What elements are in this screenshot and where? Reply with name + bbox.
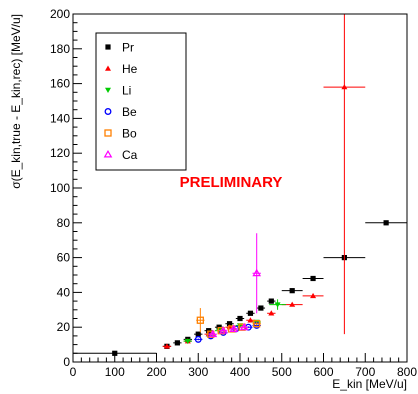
legend-marker — [104, 108, 112, 115]
x-tick-label: 800 — [397, 365, 417, 379]
marker-pr — [195, 331, 201, 337]
data-point-pr-12 — [281, 288, 303, 294]
data-point-ca-3 — [239, 322, 249, 331]
preliminary-annotation: PRELIMINARY — [180, 174, 283, 191]
marker-he — [289, 301, 296, 307]
x-tick-label: 500 — [272, 365, 292, 379]
data-point-pr-8 — [235, 315, 245, 322]
x-tick-label: 600 — [313, 365, 333, 379]
y-tick-label: 120 — [50, 146, 70, 160]
y-tick-label: 180 — [50, 42, 70, 56]
legend-label: Li — [122, 84, 131, 98]
x-tick-label: 100 — [105, 365, 125, 379]
x-tick-label: 700 — [355, 365, 375, 379]
legend-label: Pr — [122, 41, 134, 55]
legend-marker — [104, 129, 112, 137]
data-point-pr-9 — [246, 310, 255, 316]
marker-bo — [253, 320, 261, 328]
legend-marker — [103, 150, 113, 158]
data-point-pr-15 — [365, 220, 407, 226]
marker-pr — [289, 288, 295, 294]
legend: Pr He Li Be Bo Ca — [95, 32, 187, 171]
legend-entry-ca: Ca — [103, 148, 138, 162]
data-point-pr-2 — [173, 340, 182, 346]
marker-bo — [196, 316, 204, 324]
marker-pr — [226, 321, 233, 327]
marker-pr — [258, 305, 264, 311]
data-point-li-0 — [183, 338, 192, 345]
marker-he — [310, 292, 317, 299]
plot-area — [73, 14, 407, 356]
x-tick-label: 400 — [230, 365, 250, 379]
data-point-pr-10 — [256, 305, 266, 311]
legend-label: Ca — [122, 148, 138, 162]
y-axis-title: σ(E_kin,true - E_kin,rec) [MeV/u] — [9, 14, 23, 189]
x-tick-label: 300 — [188, 365, 208, 379]
y-tick-label: 40 — [57, 285, 71, 299]
marker-pr — [174, 340, 180, 346]
legend-marker — [105, 87, 111, 93]
y-tick-label: 140 — [50, 111, 70, 125]
y-tick-label: 160 — [50, 77, 70, 91]
data-point-ca-2 — [229, 324, 239, 332]
marker-ca — [218, 326, 228, 334]
marker-ca — [229, 324, 239, 332]
legend-marker — [105, 65, 111, 71]
data-point-he-7 — [302, 292, 324, 299]
data-point-pr-4 — [194, 331, 203, 337]
marker-li — [274, 302, 281, 308]
data-point-he-5 — [267, 310, 276, 316]
series-he — [162, 14, 366, 349]
marker-he — [163, 343, 170, 349]
x-axis-title: E_kin [MeV/u] — [332, 377, 407, 391]
marker-pr — [310, 275, 316, 282]
marker-ca — [239, 322, 249, 331]
legend-box — [95, 32, 187, 171]
marker-pr — [383, 220, 389, 226]
data-point-ca-1 — [218, 326, 228, 334]
y-tick-label: 20 — [57, 320, 71, 334]
legend-entry-he: He — [105, 62, 138, 76]
data-point-be-0 — [194, 335, 203, 343]
legend-entry-be: Be — [104, 105, 137, 119]
axes: 0 100 200 300 400 500 600 700 800 0 20 40 60 80 100 120… — [9, 7, 417, 391]
series-ca — [208, 233, 262, 338]
marker-he — [341, 84, 348, 90]
data-point-he-0 — [162, 343, 172, 349]
y-tick-label: 60 — [57, 251, 71, 265]
marker-li — [184, 338, 191, 345]
legend-label: Bo — [122, 127, 137, 141]
marker-ca — [252, 268, 262, 277]
marker-pr — [237, 315, 243, 322]
legend-entry-pr: Pr — [105, 41, 134, 55]
data-point-li-4 — [269, 299, 286, 310]
marker-ca — [208, 329, 218, 338]
legend-marker — [105, 44, 111, 50]
marker-pr — [268, 298, 274, 304]
data-point-he-8 — [323, 14, 366, 335]
legend-label: He — [122, 62, 138, 76]
legend-entry-bo: Bo — [104, 127, 137, 141]
y-tick-label: 100 — [50, 181, 70, 195]
data-point-ca-0 — [208, 329, 218, 338]
data-point-pr-13 — [302, 275, 324, 282]
marker-he — [268, 310, 275, 316]
legend-label: Be — [122, 105, 137, 119]
marker-he — [247, 317, 254, 323]
y-tick-label: 0 — [63, 355, 70, 369]
legend-entry-li: Li — [105, 84, 131, 98]
y-tick-label: 200 — [50, 7, 70, 21]
marker-pr — [247, 310, 254, 316]
data-point-bo-5 — [252, 320, 261, 328]
data-point-bo-0 — [196, 308, 205, 333]
data-point-ca-4 — [252, 233, 262, 314]
x-tick-label: 0 — [70, 365, 77, 379]
marker-be — [194, 335, 202, 343]
x-tick-label: 200 — [146, 365, 166, 379]
y-tick-label: 80 — [57, 216, 71, 230]
data-point-pr-11 — [267, 298, 276, 304]
